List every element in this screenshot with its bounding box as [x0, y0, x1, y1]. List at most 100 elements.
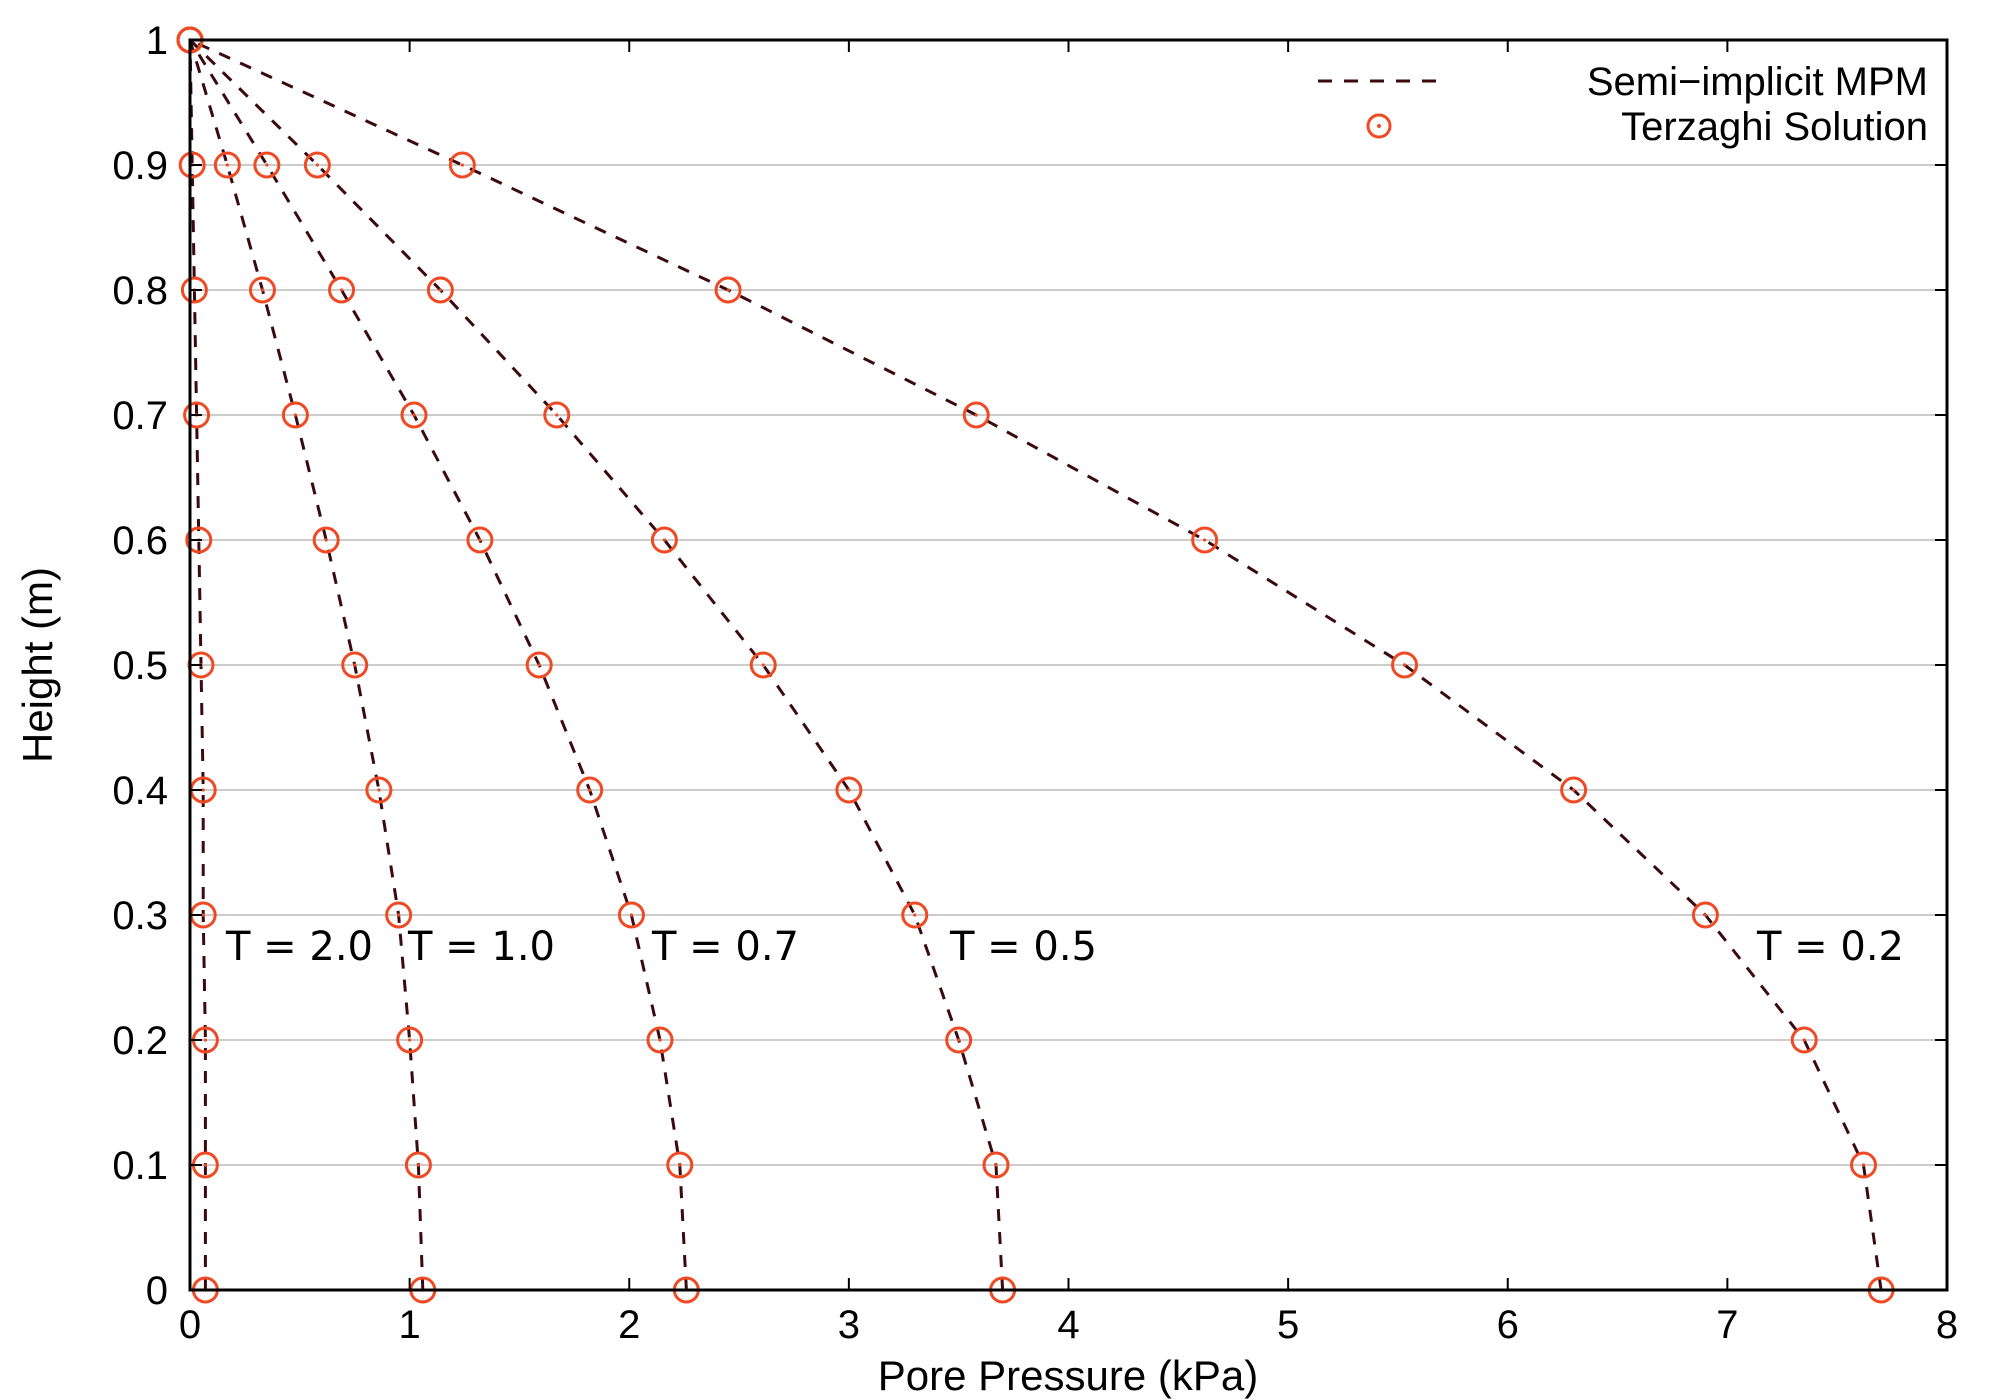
data-point-center [1703, 913, 1708, 917]
data-point [400, 401, 428, 429]
data-point-center [412, 413, 416, 417]
data-point [385, 901, 413, 929]
data-point-center [203, 1163, 207, 1167]
data-point [466, 526, 494, 554]
x-tick-label: 7 [1716, 1303, 1738, 1347]
data-point [646, 1026, 674, 1054]
data-point [525, 651, 553, 679]
data-point-center [974, 413, 978, 417]
data-point-center [203, 1038, 207, 1042]
data-point [1191, 526, 1219, 554]
data-point [213, 151, 241, 179]
data-point [426, 276, 454, 304]
data-point-center [913, 913, 917, 917]
data-point [312, 526, 340, 554]
annotation-t-0-7: T = 0.7 [651, 924, 799, 970]
data-point [901, 901, 929, 929]
data-point-center [353, 663, 357, 667]
data-point [248, 276, 276, 304]
y-tick-label: 0.7 [112, 394, 168, 438]
legend-label-terzaghi: Terzaghi Solution [1621, 105, 1928, 149]
data-point [180, 276, 208, 304]
data-point-center [416, 1163, 421, 1167]
data-point-center [397, 913, 401, 917]
data-point [576, 776, 604, 804]
y-tick-label: 0.3 [112, 894, 168, 938]
data-point-center [588, 788, 592, 792]
data-point [1391, 651, 1419, 679]
data-point [543, 401, 571, 429]
data-point [328, 276, 356, 304]
data-point-center [377, 788, 381, 792]
x-axis-title: Pore Pressure (kPa) [878, 1352, 1258, 1399]
x-tick-label: 4 [1057, 1303, 1079, 1347]
data-point [303, 151, 331, 179]
data-point [404, 1151, 432, 1179]
data-point [1790, 1026, 1818, 1054]
data-point-center [315, 163, 319, 167]
data-point-center [408, 1038, 412, 1042]
data-point [1850, 1151, 1878, 1179]
x-tick-label: 8 [1936, 1303, 1958, 1347]
data-point [749, 651, 777, 679]
data-point [945, 1026, 973, 1054]
legend-marker-sample [1366, 113, 1392, 139]
y-tick-label: 0.2 [112, 1019, 168, 1063]
y-tick-label: 0.9 [112, 144, 168, 188]
grid-lines [190, 164, 1947, 1166]
data-point-center [478, 538, 482, 542]
data-point [835, 776, 863, 804]
y-tick-label: 1 [146, 19, 168, 63]
data-point-center [678, 1163, 682, 1167]
data-point [1691, 901, 1719, 929]
legend-label-mpm: Semi−implicit MPM [1587, 60, 1928, 104]
y-tick-label: 0.6 [112, 519, 168, 563]
data-point-center [1203, 538, 1207, 542]
data-point [714, 276, 742, 304]
data-point [650, 526, 678, 554]
x-tick-label: 6 [1497, 1303, 1519, 1347]
data-point-center [293, 413, 298, 417]
y-tick-label: 0.4 [112, 769, 168, 813]
data-point [178, 151, 206, 179]
x-tick-label: 5 [1277, 1303, 1299, 1347]
data-point-center [726, 288, 730, 292]
y-tick-label: 0.5 [112, 644, 168, 688]
data-point-center [761, 663, 765, 667]
data-point-center [629, 913, 634, 917]
data-point-center [438, 288, 442, 292]
data-point-center [658, 1038, 662, 1042]
legend: Semi−implicit MPM Terzaghi Solution [1290, 52, 1940, 162]
data-point-center [460, 163, 464, 167]
annotation-t-1-0: T = 1.0 [407, 924, 555, 970]
data-point-center [260, 288, 265, 292]
data-point [617, 901, 645, 929]
data-point-center [339, 288, 344, 292]
legend-marker-dot [1377, 124, 1381, 128]
annotation-t-2-0: T = 2.0 [225, 924, 373, 970]
legend-box [1290, 52, 1940, 162]
x-tick-label: 2 [618, 1303, 640, 1347]
data-point [1560, 776, 1588, 804]
y-tick-label: 0 [146, 1269, 168, 1313]
data-point [962, 401, 990, 429]
annotation-t-0-2: T = 0.2 [1756, 924, 1904, 970]
data-point [396, 1026, 424, 1054]
x-tick-label: 1 [399, 1303, 421, 1347]
data-point [183, 401, 211, 429]
data-point [281, 401, 309, 429]
y-tick-label: 0.1 [112, 1144, 168, 1188]
data-point-center [537, 663, 541, 667]
data-point-center [201, 788, 205, 792]
data-point-center [324, 538, 328, 542]
x-tick-label: 3 [838, 1303, 860, 1347]
data-point [341, 651, 369, 679]
curve-annotations: T = 2.0 T = 1.0 T = 0.7 T = 0.5 T = 0.2 [225, 924, 1904, 970]
series-line [188, 38, 1005, 1291]
data-point-center [1861, 1163, 1866, 1167]
data-point-center [225, 163, 229, 167]
data-point-center [957, 1038, 961, 1042]
y-tick-label: 0.8 [112, 269, 168, 313]
y-axis-ticks: 0 0.1 0.2 0.3 0.4 0.5 0.6 0.7 0.8 0.9 1 [112, 19, 1947, 1313]
